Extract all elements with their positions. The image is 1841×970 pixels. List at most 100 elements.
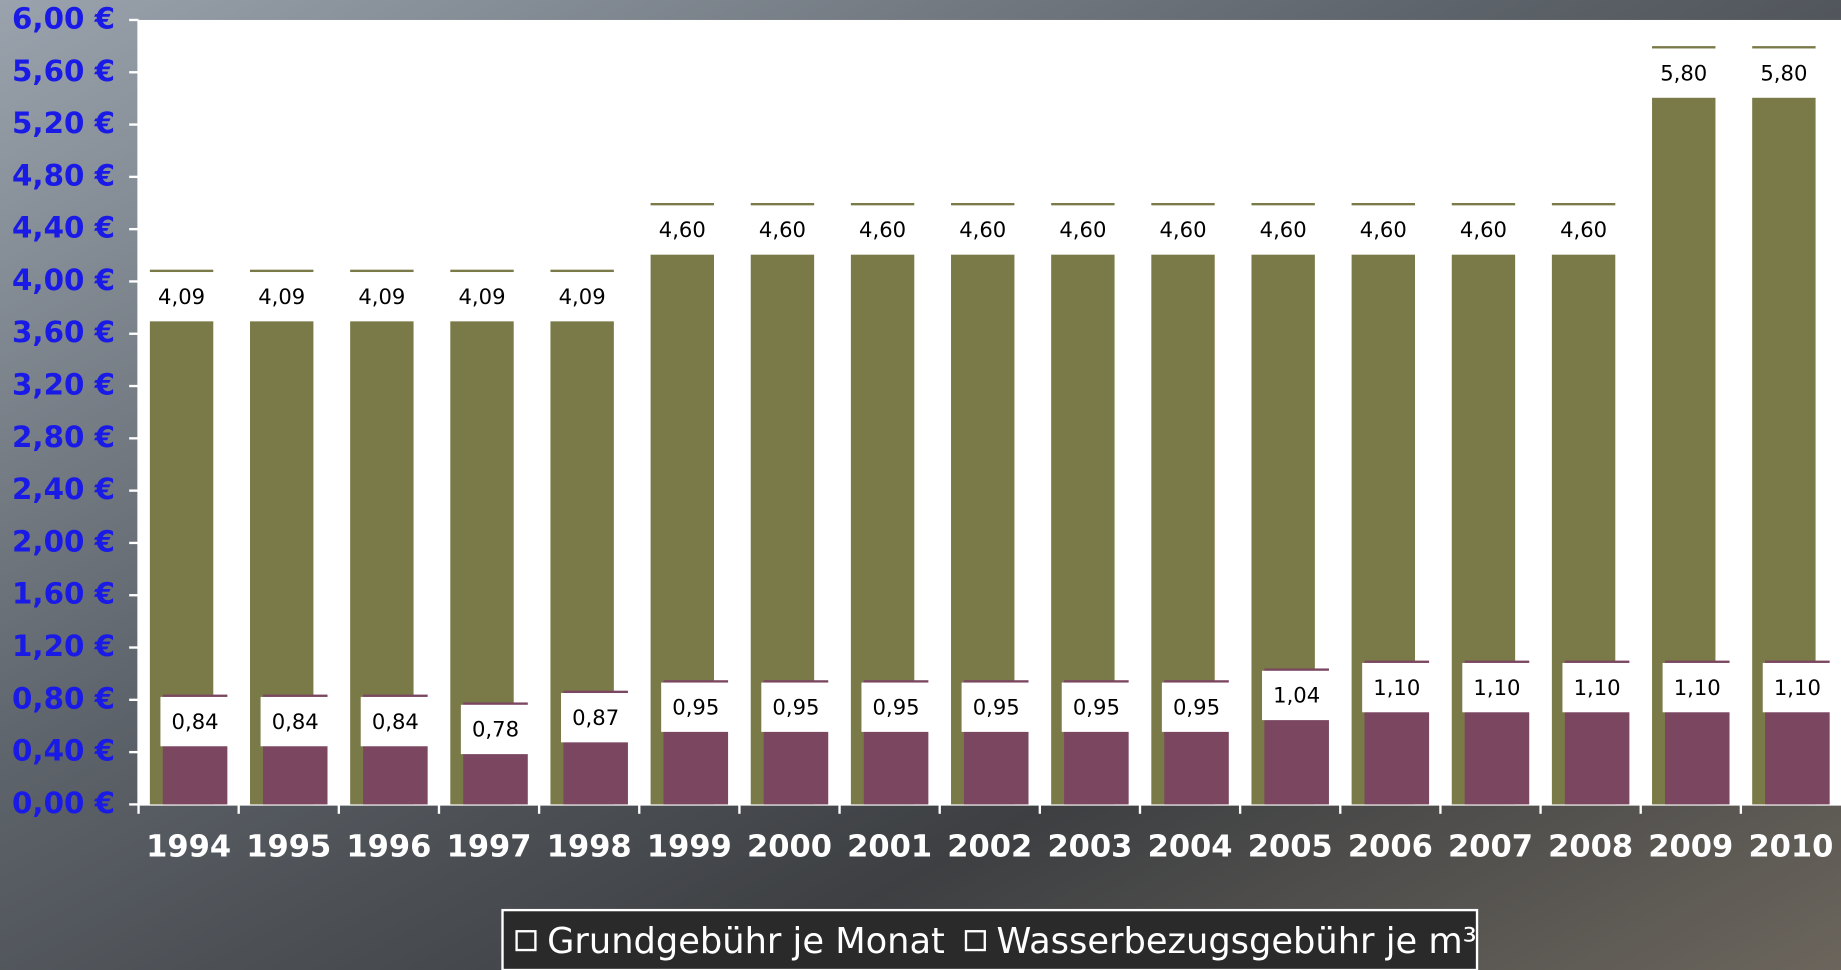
value-label: 4,60 bbox=[1260, 217, 1307, 242]
x-tick-label: 1997 bbox=[447, 829, 532, 864]
value-label: 5,80 bbox=[1760, 60, 1807, 85]
value-label-box bbox=[147, 272, 216, 322]
value-label-box bbox=[1349, 205, 1418, 255]
y-tick-label: 3,60 € bbox=[12, 315, 115, 349]
legend-label: Grundgebühr je Monat bbox=[547, 921, 945, 962]
y-tick-label: 0,00 € bbox=[12, 786, 115, 820]
value-label: 4,09 bbox=[559, 284, 606, 309]
value-label: 0,95 bbox=[873, 694, 920, 719]
x-tick-label: 2008 bbox=[1548, 829, 1633, 864]
value-label-box bbox=[648, 205, 717, 255]
x-tick-label: 2005 bbox=[1248, 829, 1333, 864]
value-label-box bbox=[848, 205, 917, 255]
value-label-box bbox=[1362, 662, 1432, 713]
value-label-box bbox=[561, 693, 631, 743]
value-label: 4,60 bbox=[1159, 217, 1206, 242]
value-label: 0,84 bbox=[172, 709, 219, 734]
x-tick-label: 2004 bbox=[1148, 829, 1233, 864]
x-tick-label: 2007 bbox=[1448, 829, 1533, 864]
value-label-box bbox=[1762, 662, 1833, 713]
value-label-box bbox=[460, 704, 531, 755]
value-label-box bbox=[1161, 682, 1232, 732]
y-tick-label: 4,00 € bbox=[12, 263, 115, 297]
value-label-box bbox=[1262, 670, 1332, 721]
x-tick-label: 1994 bbox=[146, 829, 231, 864]
x-tick-label: 2000 bbox=[747, 829, 832, 864]
value-label: 4,60 bbox=[1360, 217, 1407, 242]
x-tick-label: 2010 bbox=[1748, 829, 1833, 864]
x-tick-label: 1999 bbox=[647, 829, 732, 864]
y-tick-label: 5,20 € bbox=[12, 106, 115, 140]
value-label-box bbox=[1048, 205, 1117, 255]
value-label-box bbox=[948, 205, 1017, 255]
x-tick-label: 2009 bbox=[1648, 829, 1733, 864]
value-label-box bbox=[1148, 205, 1218, 255]
x-tick-label: 2006 bbox=[1348, 829, 1433, 864]
value-label-box bbox=[347, 272, 416, 322]
value-label: 1,10 bbox=[1373, 675, 1420, 700]
value-label-box bbox=[447, 272, 517, 322]
value-label-box bbox=[360, 696, 430, 747]
value-label: 4,09 bbox=[158, 284, 205, 309]
value-label: 4,60 bbox=[759, 217, 806, 242]
y-tick-label: 3,20 € bbox=[12, 368, 115, 402]
legend-swatch bbox=[964, 930, 986, 952]
value-label: 1,10 bbox=[1674, 675, 1721, 700]
value-label-box bbox=[861, 682, 931, 732]
value-label: 4,60 bbox=[1560, 217, 1607, 242]
value-label: 0,95 bbox=[772, 694, 819, 719]
value-label: 5,80 bbox=[1660, 60, 1707, 85]
y-tick-label: 2,80 € bbox=[12, 420, 115, 454]
x-tick-label: 1998 bbox=[547, 829, 632, 864]
y-tick-label: 4,40 € bbox=[12, 211, 115, 245]
y-tick-label: 1,20 € bbox=[12, 629, 115, 663]
value-label-box bbox=[1061, 682, 1132, 732]
x-tick-label: 2002 bbox=[947, 829, 1032, 864]
value-label: 1,10 bbox=[1473, 675, 1520, 700]
value-label-box bbox=[247, 272, 316, 322]
value-label: 1,10 bbox=[1574, 675, 1621, 700]
y-tick-label: 6,00 € bbox=[12, 1, 115, 35]
value-label-box bbox=[1462, 662, 1532, 713]
value-label: 4,60 bbox=[1460, 217, 1507, 242]
y-tick-label: 1,60 € bbox=[12, 577, 115, 611]
y-tick-label: 2,00 € bbox=[12, 524, 115, 558]
y-tick-label: 5,60 € bbox=[12, 54, 115, 88]
value-label-box bbox=[260, 696, 330, 747]
x-tick-label: 2001 bbox=[847, 829, 932, 864]
y-tick-label: 2,40 € bbox=[12, 472, 115, 506]
x-tick-label: 1996 bbox=[346, 829, 431, 864]
value-label: 4,60 bbox=[859, 217, 906, 242]
value-label-box bbox=[1649, 48, 1718, 98]
value-label: 4,60 bbox=[1059, 217, 1106, 242]
value-label: 0,78 bbox=[472, 717, 519, 742]
value-label-box bbox=[1662, 662, 1732, 713]
value-label: 1,10 bbox=[1774, 675, 1821, 700]
value-label: 4,09 bbox=[358, 284, 405, 309]
value-label-box bbox=[1749, 48, 1818, 98]
y-tick-label: 0,80 € bbox=[12, 681, 115, 715]
value-label: 0,95 bbox=[1073, 694, 1120, 719]
value-label-box bbox=[1549, 205, 1618, 255]
value-label: 4,09 bbox=[258, 284, 305, 309]
legend bbox=[501, 908, 1479, 970]
value-label: 4,60 bbox=[959, 217, 1006, 242]
value-label-box bbox=[1449, 205, 1518, 255]
y-tick-label: 4,80 € bbox=[12, 158, 115, 192]
x-tick-label: 2003 bbox=[1047, 829, 1132, 864]
value-label: 0,84 bbox=[372, 709, 419, 734]
value-label: 4,60 bbox=[659, 217, 706, 242]
y-tick-label: 0,40 € bbox=[12, 734, 115, 768]
value-label-box bbox=[1562, 662, 1632, 713]
value-label: 0,95 bbox=[973, 694, 1020, 719]
value-label-box bbox=[748, 205, 817, 255]
legend-label: Wasserbezugsgebühr je m³ bbox=[997, 921, 1477, 962]
value-label: 0,95 bbox=[1173, 694, 1220, 719]
x-tick-label: 1995 bbox=[246, 829, 331, 864]
value-label-box bbox=[661, 682, 731, 732]
legend-swatch bbox=[515, 930, 537, 952]
value-label-box bbox=[761, 682, 831, 732]
value-label: 1,04 bbox=[1273, 683, 1320, 708]
